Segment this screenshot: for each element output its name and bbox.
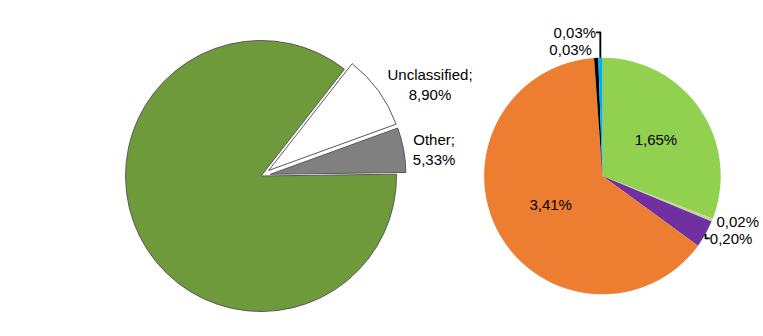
- svg-text:1,65%: 1,65%: [635, 131, 678, 148]
- svg-text:Other;5,33%: Other;5,33%: [413, 131, 456, 168]
- svg-text:3,41%: 3,41%: [529, 196, 572, 213]
- svg-text:0,03%: 0,03%: [554, 24, 597, 41]
- svg-text:Unclassified;8,90%: Unclassified;8,90%: [388, 66, 473, 103]
- svg-text:0,20%: 0,20%: [710, 230, 753, 247]
- svg-text:0,02%: 0,02%: [716, 213, 759, 230]
- svg-text:0,03%: 0,03%: [549, 41, 592, 58]
